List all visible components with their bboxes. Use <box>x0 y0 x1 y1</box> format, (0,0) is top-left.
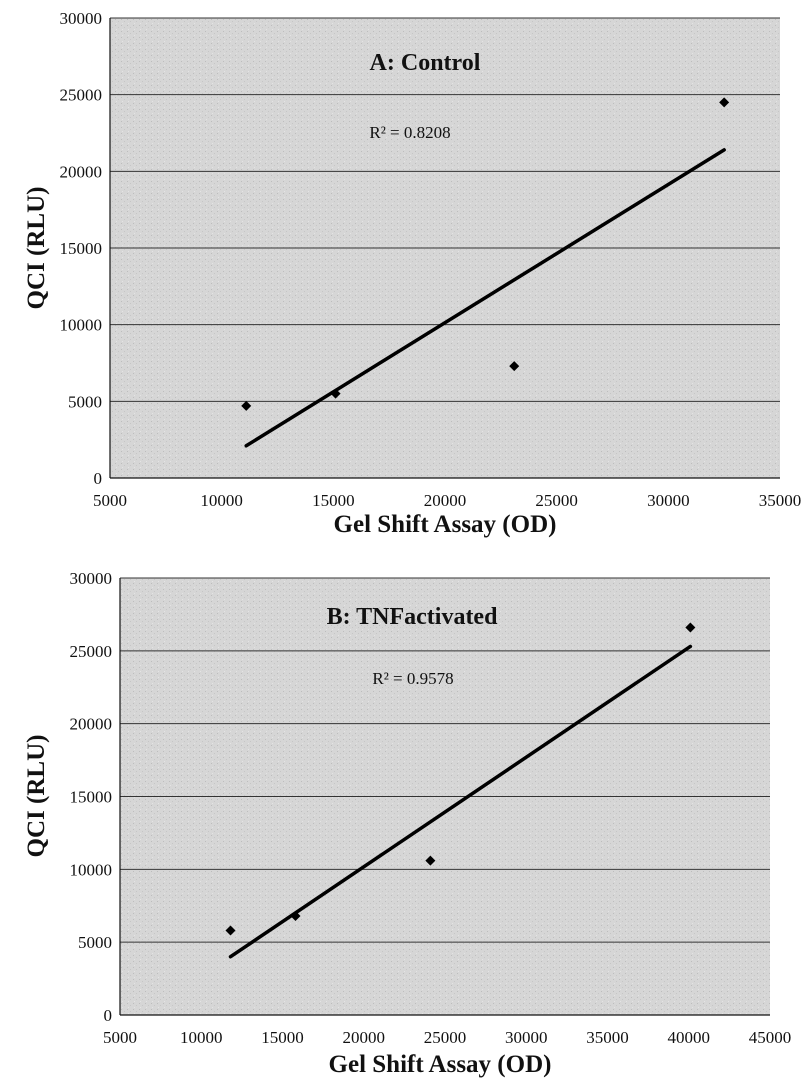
data-point <box>425 855 436 866</box>
y-tick-labels: 0 5000 10000 15000 20000 25000 30000 <box>60 9 103 488</box>
y-tick-label: 0 <box>104 1006 113 1025</box>
x-tick-label: 35000 <box>586 1028 629 1047</box>
data-points <box>241 97 730 411</box>
y-tick-label: 5000 <box>78 933 112 952</box>
data-point <box>225 925 236 936</box>
x-tick-label: 15000 <box>312 491 355 510</box>
y-tick-label: 25000 <box>70 642 113 661</box>
data-point <box>241 400 252 411</box>
y-tick-label: 30000 <box>60 9 103 28</box>
y-tick-labels: 0 5000 10000 15000 20000 25000 30000 <box>70 569 113 1025</box>
x-tick-label: 25000 <box>535 491 578 510</box>
data-point <box>330 388 341 399</box>
x-tick-label: 30000 <box>505 1028 548 1047</box>
x-tick-label: 5000 <box>93 491 127 510</box>
x-tick-label: 5000 <box>103 1028 137 1047</box>
y-axis-title: QCI (RLU) <box>23 735 50 858</box>
trendline-group <box>244 148 726 448</box>
trendline-group <box>228 644 693 959</box>
y-tick-label: 15000 <box>70 788 113 807</box>
y-tick-label: 5000 <box>68 392 102 411</box>
y-tick-label: 15000 <box>60 239 103 258</box>
gridlines <box>120 577 770 943</box>
y-tick-label: 25000 <box>60 86 103 105</box>
x-tick-label: 45000 <box>749 1028 792 1047</box>
x-tick-label: 30000 <box>647 491 690 510</box>
data-point <box>685 622 696 633</box>
x-tick-label: 20000 <box>424 491 467 510</box>
x-axis-title: Gel Shift Assay (OD) <box>329 1051 552 1078</box>
data-point <box>509 361 520 372</box>
y-tick-label: 10000 <box>70 860 113 879</box>
x-tick-label: 15000 <box>261 1028 304 1047</box>
data-points <box>225 622 696 936</box>
x-tick-label: 10000 <box>180 1028 223 1047</box>
y-tick-label: 0 <box>94 469 103 488</box>
y-axis-title: QCI (RLU) <box>23 187 50 310</box>
x-tick-label: 35000 <box>759 491 802 510</box>
x-tick-label: 25000 <box>424 1028 467 1047</box>
data-point <box>719 97 730 108</box>
y-tick-label: 10000 <box>60 316 103 335</box>
data-point <box>290 910 301 921</box>
x-tick-label: 10000 <box>200 491 243 510</box>
trendline <box>228 644 693 959</box>
r-squared-annotation: R² = 0.9578 <box>372 669 453 688</box>
chart-title: B: TNFactivated <box>327 604 499 630</box>
x-tick-labels: 5000 10000 15000 20000 25000 30000 35000 <box>93 491 801 510</box>
y-tick-label: 20000 <box>70 715 113 734</box>
x-axis-title: Gel Shift Assay (OD) <box>334 511 557 538</box>
r-squared-annotation: R² = 0.8208 <box>369 123 450 142</box>
x-tick-label: 20000 <box>343 1028 386 1047</box>
chart-panel-a: 5000 10000 15000 20000 25000 30000 35000 0 5000… <box>23 9 801 538</box>
x-tick-labels: 5000 10000 15000 20000 25000 30000 35000 40000 4… <box>103 1028 791 1047</box>
chart-panel-b: 5000 10000 15000 20000 25000 30000 35000 40000 4… <box>23 569 791 1078</box>
trendline <box>244 148 726 448</box>
y-tick-label: 20000 <box>60 162 103 181</box>
y-tick-label: 30000 <box>70 569 113 588</box>
chart-title: A: Control <box>370 50 481 76</box>
x-tick-label: 40000 <box>668 1028 711 1047</box>
